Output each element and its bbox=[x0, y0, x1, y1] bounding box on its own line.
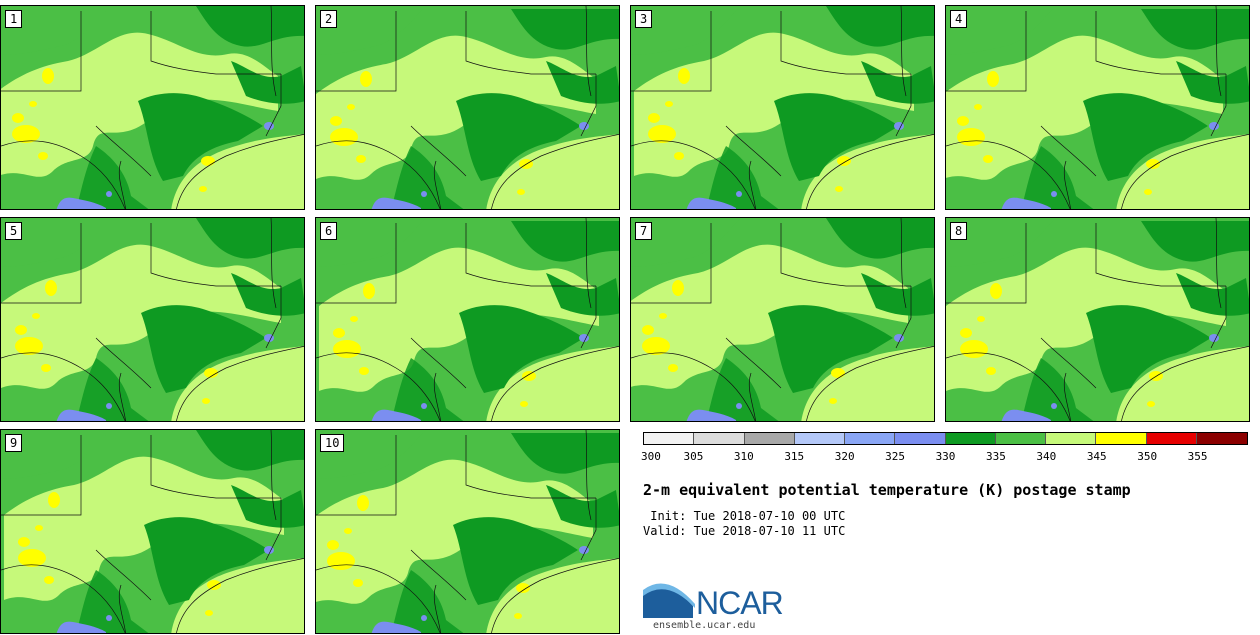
map-field bbox=[316, 218, 619, 421]
map-field bbox=[631, 218, 934, 421]
panel-number-label: 1 bbox=[5, 10, 23, 28]
colorbar-segment bbox=[744, 433, 795, 444]
colorbar-segment bbox=[1096, 433, 1147, 444]
panel-number-label: 3 bbox=[635, 10, 653, 28]
map-panel-8: 8 bbox=[945, 217, 1250, 422]
colorbar-tick-label: 345 bbox=[1086, 450, 1107, 463]
panel-number-label: 6 bbox=[320, 222, 338, 240]
map-panel-6: 6 bbox=[315, 217, 620, 422]
colorbar-tick-label: 350 bbox=[1137, 450, 1158, 463]
colorbar-tick-label: 320 bbox=[834, 450, 855, 463]
map-field bbox=[631, 6, 934, 209]
panel-number-label: 2 bbox=[320, 10, 338, 28]
map-field bbox=[1, 218, 304, 421]
map-panel-5: 5 bbox=[0, 217, 305, 422]
colorbar-segment bbox=[1046, 433, 1097, 444]
colorbar-tick-label: 325 bbox=[885, 450, 906, 463]
colorbar-segment bbox=[845, 433, 896, 444]
colorbar-ticks: 300 305 310 315 320 325 330 335 340 345 350 355 bbox=[641, 450, 1248, 466]
colorbar-tick-label: 340 bbox=[1036, 450, 1057, 463]
colorbar-segment bbox=[794, 433, 845, 444]
colorbar-tick-label: 330 bbox=[935, 450, 956, 463]
colorbar-segment bbox=[644, 433, 695, 444]
panel-number-label: 9 bbox=[5, 434, 23, 452]
colorbar-segment bbox=[694, 433, 745, 444]
map-field bbox=[316, 6, 619, 209]
map-panel-7: 7 bbox=[630, 217, 935, 422]
panel-number-label: 7 bbox=[635, 222, 653, 240]
map-panel-3: 3 bbox=[630, 5, 935, 210]
map-panel-2: 2 bbox=[315, 5, 620, 210]
figure-title: 2-m equivalent potential temperature (K)… bbox=[643, 481, 1131, 499]
map-field bbox=[946, 6, 1249, 209]
colorbar bbox=[643, 432, 1248, 445]
map-field bbox=[1, 6, 304, 209]
map-panel-4: 4 bbox=[945, 5, 1250, 210]
panel-number-label: 8 bbox=[950, 222, 968, 240]
map-field bbox=[946, 218, 1249, 421]
colorbar-tick-label: 305 bbox=[683, 450, 704, 463]
panel-number-label: 4 bbox=[950, 10, 968, 28]
map-panel-1: 1 bbox=[0, 5, 305, 210]
colorbar-tick-label: 310 bbox=[733, 450, 754, 463]
logo-url: ensemble.ucar.edu bbox=[653, 620, 756, 631]
colorbar-segment bbox=[995, 433, 1046, 444]
colorbar-segment bbox=[945, 433, 996, 444]
colorbar-tick-label: 355 bbox=[1187, 450, 1208, 463]
logo-text: NCAR bbox=[696, 585, 784, 621]
map-field bbox=[1, 430, 304, 633]
colorbar-segment bbox=[895, 433, 946, 444]
colorbar-tick-label: 315 bbox=[784, 450, 805, 463]
ncar-logo-icon bbox=[643, 583, 695, 618]
map-field bbox=[316, 430, 619, 633]
panel-number-label: 10 bbox=[320, 434, 345, 452]
colorbar-segment bbox=[1196, 433, 1247, 444]
colorbar-tick-label: 300 bbox=[641, 450, 661, 463]
colorbar-segment bbox=[1146, 433, 1197, 444]
panel-number-label: 5 bbox=[5, 222, 23, 240]
valid-time: Valid: Tue 2018-07-10 11 UTC bbox=[643, 524, 846, 538]
colorbar-tick-label: 335 bbox=[985, 450, 1006, 463]
map-panel-9: 9 bbox=[0, 429, 305, 634]
map-panel-10: 10 bbox=[315, 429, 620, 634]
init-time: Init: Tue 2018-07-10 00 UTC bbox=[643, 509, 846, 523]
